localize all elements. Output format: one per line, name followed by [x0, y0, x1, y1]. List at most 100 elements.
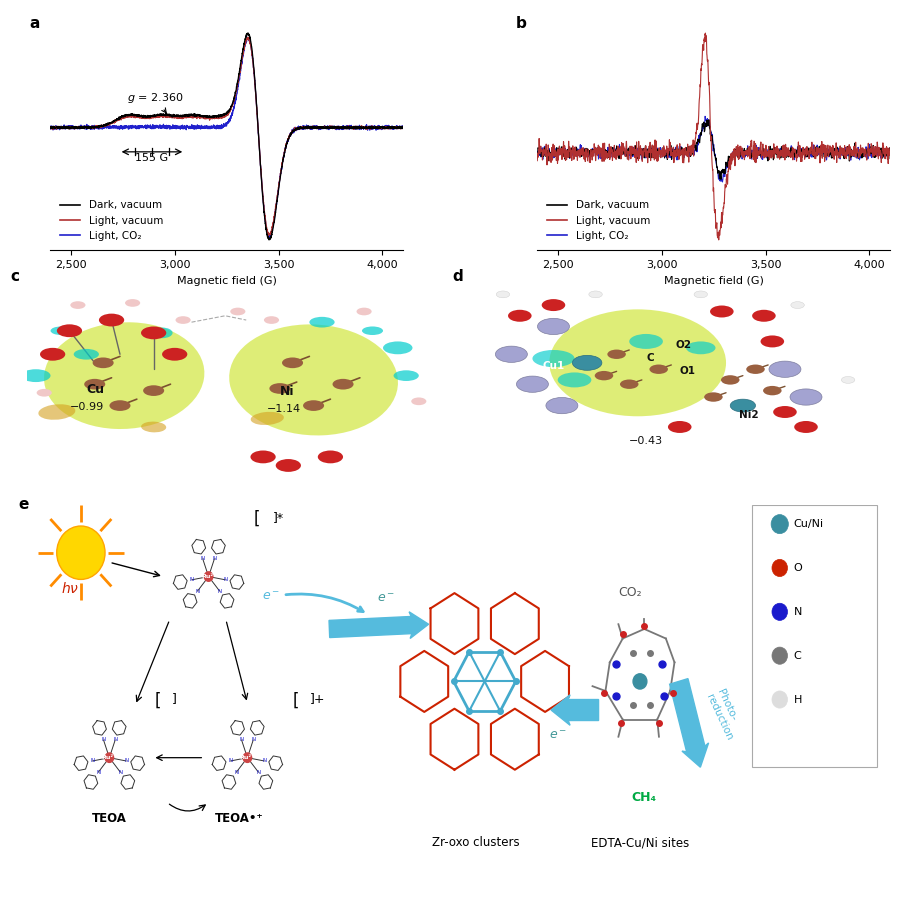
Text: O: O	[793, 563, 803, 573]
Circle shape	[276, 459, 301, 472]
Circle shape	[303, 400, 324, 411]
Circle shape	[668, 421, 691, 433]
Text: TEOA: TEOA	[92, 812, 127, 824]
Circle shape	[773, 406, 797, 418]
Circle shape	[110, 400, 131, 411]
Circle shape	[57, 324, 82, 337]
Circle shape	[538, 318, 570, 335]
Text: N: N	[90, 758, 95, 763]
Text: c: c	[11, 268, 19, 284]
Ellipse shape	[229, 324, 398, 436]
Text: CH₄: CH₄	[631, 791, 656, 804]
Text: N: N	[224, 577, 227, 582]
Text: N: N	[190, 577, 194, 582]
Circle shape	[721, 375, 740, 385]
Circle shape	[620, 379, 638, 389]
Circle shape	[40, 348, 65, 360]
Text: Zr-oxo clusters: Zr-oxo clusters	[432, 836, 519, 849]
Text: e: e	[19, 497, 29, 512]
Ellipse shape	[550, 309, 726, 416]
Circle shape	[497, 291, 509, 298]
Text: N: N	[257, 770, 260, 774]
Text: Ru²⁺: Ru²⁺	[101, 755, 117, 760]
Circle shape	[772, 691, 788, 708]
Text: N: N	[195, 589, 200, 593]
Circle shape	[572, 355, 602, 370]
Text: N: N	[239, 737, 244, 743]
Text: [: [	[292, 692, 299, 709]
Text: Photo-
reduction: Photo- reduction	[705, 688, 745, 742]
Ellipse shape	[38, 404, 76, 420]
Text: N: N	[124, 758, 128, 763]
Text: H: H	[793, 694, 802, 704]
Text: Ru²⁺: Ru²⁺	[201, 574, 216, 579]
Circle shape	[761, 336, 784, 348]
Text: N: N	[119, 770, 122, 774]
Legend: Dark, vacuum, Light, vacuum, Light, CO₂: Dark, vacuum, Light, vacuum, Light, CO₂	[56, 197, 167, 245]
Text: C: C	[646, 353, 654, 363]
Ellipse shape	[686, 341, 716, 354]
Circle shape	[264, 316, 279, 324]
Ellipse shape	[629, 334, 663, 349]
Circle shape	[496, 346, 528, 362]
Circle shape	[70, 301, 86, 308]
Circle shape	[790, 389, 822, 405]
Text: N: N	[262, 758, 267, 763]
Text: Cu/Ni: Cu/Ni	[793, 519, 824, 529]
Text: Ni: Ni	[280, 385, 294, 398]
Text: N: N	[235, 770, 238, 774]
Text: ]: ]	[172, 693, 176, 705]
Text: Cu: Cu	[87, 383, 104, 396]
Text: d: d	[453, 268, 463, 284]
Ellipse shape	[21, 369, 50, 382]
Ellipse shape	[251, 412, 284, 425]
Circle shape	[269, 383, 290, 394]
Circle shape	[694, 291, 708, 298]
Circle shape	[57, 526, 105, 580]
Text: −1.14: −1.14	[268, 404, 301, 414]
Text: O1: O1	[680, 366, 696, 376]
Text: N: N	[96, 770, 100, 774]
Text: Ni2: Ni2	[739, 410, 759, 420]
Circle shape	[517, 376, 549, 392]
Circle shape	[84, 379, 105, 389]
Ellipse shape	[558, 372, 592, 388]
X-axis label: Magnetic field (G): Magnetic field (G)	[664, 276, 763, 286]
Text: O2: O2	[676, 339, 691, 349]
Text: N: N	[213, 556, 216, 561]
Circle shape	[99, 314, 124, 327]
Circle shape	[411, 398, 426, 405]
Circle shape	[143, 385, 164, 396]
FancyArrow shape	[669, 679, 708, 767]
Circle shape	[794, 421, 818, 433]
Circle shape	[250, 450, 276, 463]
Text: [: [	[154, 692, 161, 709]
Circle shape	[92, 358, 113, 369]
Circle shape	[607, 349, 626, 359]
Circle shape	[163, 348, 187, 360]
Circle shape	[230, 308, 246, 316]
Circle shape	[589, 291, 603, 298]
Circle shape	[594, 371, 614, 380]
Circle shape	[772, 647, 788, 664]
X-axis label: Magnetic field (G): Magnetic field (G)	[177, 276, 277, 286]
Text: $h\nu$: $h\nu$	[61, 581, 79, 596]
Circle shape	[763, 386, 782, 395]
Circle shape	[318, 450, 343, 463]
Text: 155 G: 155 G	[135, 153, 169, 163]
Circle shape	[125, 299, 141, 307]
Circle shape	[649, 365, 668, 374]
Text: −0.43: −0.43	[629, 436, 664, 446]
Ellipse shape	[152, 328, 173, 339]
Text: $g$ = 2.360: $g$ = 2.360	[127, 91, 184, 113]
Circle shape	[771, 514, 788, 533]
Legend: Dark, vacuum, Light, vacuum, Light, CO₂: Dark, vacuum, Light, vacuum, Light, CO₂	[542, 197, 655, 245]
Text: $e^-$: $e^-$	[377, 592, 395, 605]
Circle shape	[730, 399, 755, 412]
Text: N: N	[217, 589, 222, 593]
Text: N: N	[228, 758, 233, 763]
Ellipse shape	[362, 327, 383, 335]
FancyBboxPatch shape	[752, 505, 877, 767]
Ellipse shape	[310, 317, 335, 328]
Text: b: b	[516, 15, 527, 31]
